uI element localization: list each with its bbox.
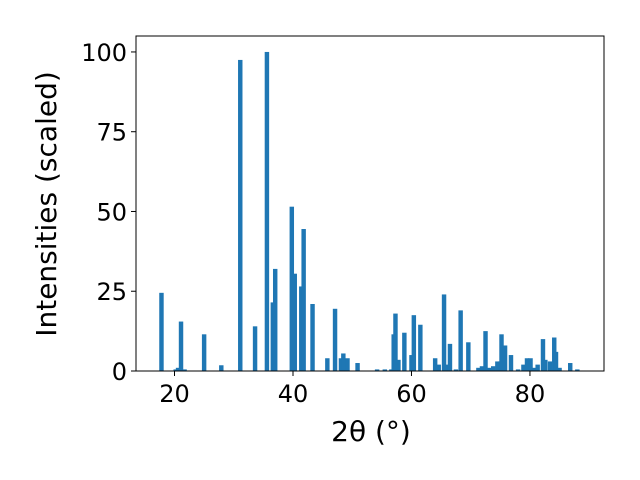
bar [495, 361, 500, 371]
bar [382, 369, 388, 371]
bar [532, 367, 537, 371]
bar [201, 334, 207, 371]
bar [159, 292, 164, 371]
bar [299, 286, 304, 371]
bar [535, 364, 540, 371]
bar [557, 367, 562, 371]
bar [173, 369, 178, 371]
bar [409, 355, 414, 371]
bar [432, 358, 438, 371]
bar [219, 365, 224, 371]
bar [418, 324, 423, 371]
bar [508, 355, 514, 371]
bar [338, 358, 344, 371]
bar [491, 366, 496, 371]
bar [479, 366, 485, 371]
x-tick-label: 60 [396, 380, 427, 408]
bar [524, 358, 530, 371]
bar [443, 364, 449, 371]
y-tick-label: 100 [81, 39, 127, 67]
x-axis-ticks: 20 40 60 80 [159, 371, 545, 408]
y-axis-ticks: 0 25 50 75 100 [81, 39, 136, 386]
bar [411, 315, 417, 371]
bar [332, 308, 338, 371]
y-tick-label: 0 [112, 358, 127, 386]
bar [310, 304, 315, 371]
y-tick-label: 75 [96, 119, 127, 147]
y-tick-label: 50 [96, 198, 127, 226]
x-axis-label: 2θ (°) [331, 415, 411, 448]
bar [502, 345, 508, 371]
bar [341, 353, 346, 371]
bar [238, 59, 243, 372]
plot-area-frame [135, 35, 605, 372]
bar [182, 369, 187, 371]
bar [521, 364, 526, 371]
bar [543, 359, 548, 371]
bar [547, 361, 553, 371]
bar [252, 326, 258, 371]
bar [396, 359, 401, 371]
bar [393, 313, 398, 371]
bar [553, 351, 559, 371]
bar [466, 342, 471, 371]
bar [345, 358, 350, 371]
bar [264, 51, 270, 371]
bar [447, 343, 453, 371]
bar [289, 206, 295, 371]
bar [389, 369, 394, 371]
bar [175, 367, 181, 371]
x-tick-label: 80 [515, 380, 546, 408]
y-axis-label: Intensities (scaled) [30, 71, 63, 337]
x-tick-label: 40 [278, 380, 309, 408]
bar [374, 369, 380, 371]
bar [499, 334, 504, 371]
bar [483, 331, 488, 371]
bar [292, 273, 297, 371]
bar [301, 229, 306, 371]
bar [486, 367, 492, 371]
bar [402, 332, 407, 371]
y-tick-label: 25 [96, 278, 127, 306]
bar [355, 363, 360, 371]
bar [325, 358, 330, 371]
bar [441, 294, 447, 371]
bar [178, 321, 184, 371]
bar [270, 302, 276, 371]
bar [458, 310, 463, 371]
bar [272, 268, 278, 371]
x-tick-label: 20 [159, 380, 190, 408]
bar [436, 364, 441, 371]
bar [515, 369, 521, 371]
bar [528, 358, 533, 371]
bar-series [159, 51, 580, 372]
bar [575, 369, 580, 371]
bar [540, 339, 546, 371]
bar [476, 367, 481, 371]
bar [568, 363, 573, 371]
bar [453, 369, 459, 371]
